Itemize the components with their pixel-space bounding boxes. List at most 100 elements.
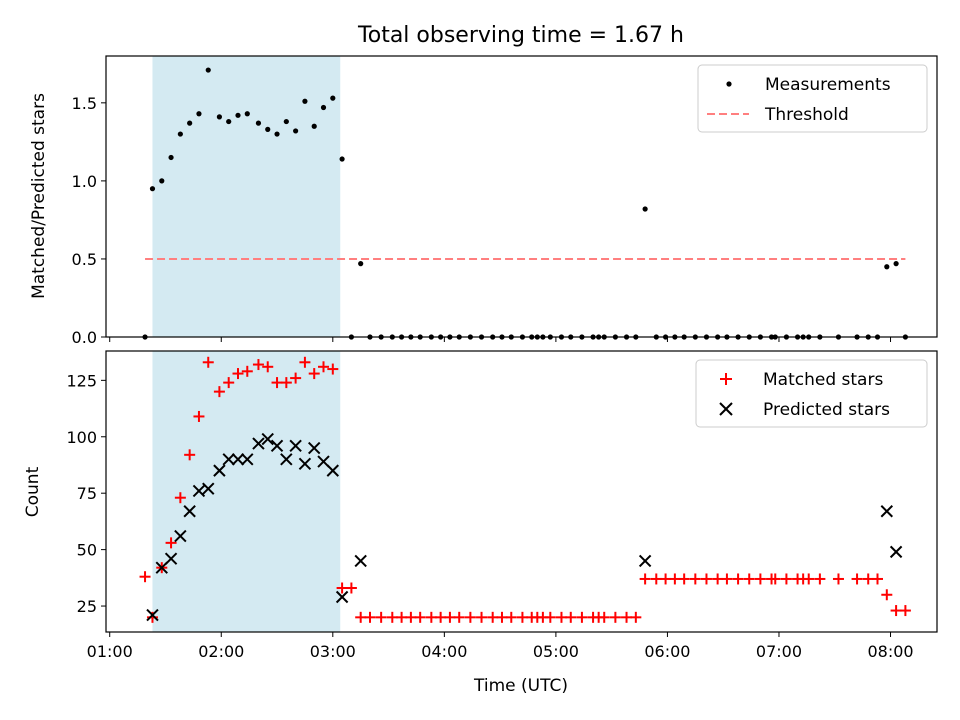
predicted-star-point [326,464,340,477]
x-tick-label: 01:00 [87,642,133,661]
matched-star-point [544,611,556,623]
matched-star-point [453,611,465,623]
matched-star-point [139,571,151,583]
matched-star-point [435,611,447,623]
matched-star-point [814,573,826,585]
predicted-star-point [889,545,903,559]
predicted-star-point [192,484,206,498]
count-legend: Matched stars Predicted stars [695,359,928,428]
measurement-point [293,128,299,134]
matched-star-point [271,377,283,389]
x-tick-label: 04:00 [421,642,467,661]
predicted-star-point [298,457,312,471]
matched-star-point [851,573,863,585]
measurements-legend-label: Measurements [765,75,891,95]
matched-star-point [872,573,884,585]
matched-star-point [678,573,690,585]
measurement-point [884,264,890,270]
y-tick-label: 75 [77,484,97,503]
matched-star-point [890,605,902,617]
chart-title: Total observing time = 1.67 h [357,23,684,48]
x-tick-label: 03:00 [310,642,356,661]
matched-star-point [621,611,633,623]
ratio-y-axis-label: Matched/Predicted stars [29,93,49,299]
measurement-point [330,95,336,101]
predicted-star-point [270,439,284,453]
count-plot-frame [105,350,938,633]
matched-star-point [444,611,456,623]
matched-star-point [743,573,755,585]
matched-star-point [700,573,712,585]
measurement-point [274,131,280,137]
matched-star-point [345,582,357,594]
matched-star-point [308,368,320,380]
matched-star-point [405,611,417,623]
measurement-point [893,261,899,267]
matched-star-point [193,410,205,422]
matched-star-point [290,372,302,384]
matched-star-point [832,573,844,585]
matched-star-point [630,611,642,623]
matched-star-point [355,611,367,623]
predicted-star-point [241,453,254,466]
matched-star-point [425,611,437,623]
matched-star-point [327,363,339,375]
measurement-point [302,98,308,104]
matched-star-point [803,573,815,585]
matched-star-point [780,573,792,585]
matched-star-point [769,573,781,585]
predicted-star-point [280,453,293,466]
count-subplot: 25 50 75 100 125 01:00 02:00 03:00 04:00 05:00 06:… [23,350,938,696]
matched-star-point [487,611,499,623]
ratio-subplot: 0.0 0.5 1.0 1.5 Matched/Predicted stars Mea… [29,55,938,347]
matched-star-point [660,573,672,585]
y-tick-label: 25 [77,597,97,616]
x-tick-label: 07:00 [756,642,802,661]
matched-star-point [252,359,264,371]
matched-star-point [232,368,244,380]
predicted-star-point [183,505,196,518]
predicted-star-point [354,554,367,568]
matched-star-point [862,573,874,585]
y-tick-label: 1.5 [72,94,97,113]
x-axis-label: Time (UTC) [473,676,568,696]
measurement-point [358,261,364,267]
predicted-star-point [231,453,245,466]
matched-star-point [375,611,387,623]
matched-star-point [505,611,517,623]
y-tick-label: 125 [66,371,97,390]
matched-star-point [565,611,577,623]
matched-star-point [689,573,701,585]
matched-star-point [202,356,214,368]
observing-window-shade-top [152,56,341,337]
count-data-points [139,356,911,623]
matched-star-point [241,365,253,377]
measurement-point [283,118,289,125]
threshold-legend-label: Threshold [764,105,849,125]
measurement-point [187,120,193,126]
matched-star-point [721,573,733,585]
y-tick-label: 1.0 [72,172,97,191]
matched-star-point [318,361,330,373]
measurement-point [216,114,223,120]
count-axis-ticks: 25 50 75 100 125 01:00 02:00 03:00 04:00 05:00 06:… [66,371,913,661]
y-tick-label: 0.0 [72,328,97,347]
measurement-point [642,206,648,212]
x-tick-label: 05:00 [533,642,579,661]
y-tick-label: 0.5 [72,250,97,269]
measurement-point [226,118,232,125]
matched-star-point [299,356,311,368]
measurement-point [205,67,211,73]
predicted-star-point [146,608,159,622]
matched-star-point [732,573,744,585]
ratio-plot-frame [105,55,938,338]
predicted-star-point [164,552,178,565]
measurement-point [339,156,345,162]
matched-star-point [881,589,893,601]
measurement-point [149,186,156,192]
y-tick-label: 50 [77,541,97,560]
measurement-point [265,126,271,132]
matched-star-point [280,377,292,389]
count-y-axis-label: Count [23,466,43,517]
